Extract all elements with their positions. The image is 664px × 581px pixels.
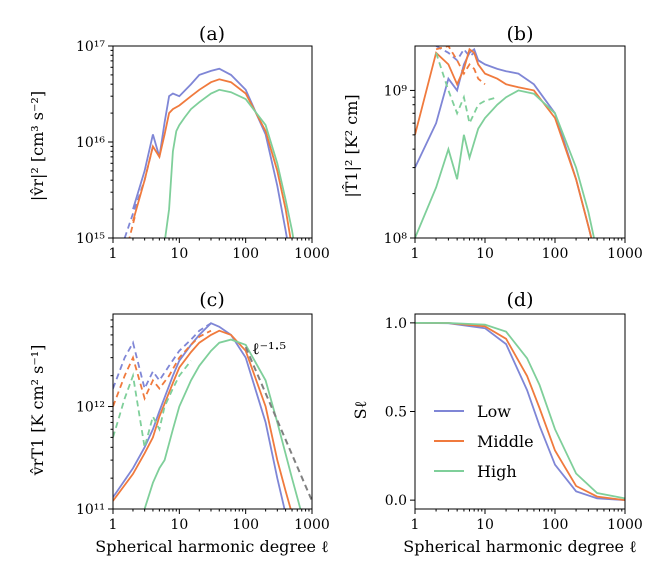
y-tick-label: 1.0	[385, 316, 407, 332]
panel-c-xlabel: Spherical harmonic degree ℓ	[95, 537, 329, 556]
x-tick-label: 1	[411, 517, 420, 533]
panel-c-title: (c)	[199, 289, 224, 311]
series-group	[415, 46, 595, 238]
y-tick-label: 10⁸	[384, 231, 408, 247]
series-high-dashed	[435, 52, 498, 126]
series-middle-solid	[113, 329, 292, 509]
panel-d-plot: 1 10 100 1000 0.0 0.5 1.0	[385, 313, 643, 533]
y-tick-label: 10⁹	[384, 83, 408, 99]
y-tick-label: 10¹⁶	[76, 135, 105, 151]
x-tick-label: 1	[109, 517, 118, 533]
x-tick-label: 1000	[294, 246, 330, 262]
x-tick-label: 1	[411, 246, 420, 262]
x-tick-label: 1000	[607, 517, 643, 533]
series-middle-solid	[132, 78, 292, 238]
series-low-solid	[415, 322, 625, 501]
y-tick-label: 10¹⁵	[76, 231, 105, 247]
panel-c-plot: 1 10 100 1000 10¹¹ 10¹²	[76, 313, 330, 533]
panel-c-ylabel: v̂rT1 [K cm² s⁻¹]	[28, 345, 47, 477]
x-tick-label: 10	[170, 246, 188, 262]
legend-low-label: Low	[477, 402, 511, 421]
y-tick-label: 10¹¹	[76, 502, 105, 518]
panel-d-ylabel: Sℓ	[351, 400, 370, 419]
panel-d-xlabel: Spherical harmonic degree ℓ	[403, 537, 637, 556]
x-tick-label: 10	[170, 517, 188, 533]
series-high-solid	[143, 338, 302, 509]
x-tick-label: 100	[232, 517, 259, 533]
series-group	[415, 321, 625, 501]
series--dashed-reference	[244, 346, 312, 502]
panel-a-title: (a)	[199, 23, 225, 45]
x-tick-label: 1000	[607, 246, 643, 262]
series-group	[123, 67, 295, 238]
x-tick-label: 100	[542, 517, 569, 533]
series-high-dashed	[113, 360, 192, 448]
x-tick-label: 100	[232, 246, 259, 262]
panel-b-plot: 1 10 100 1000 10⁸ 10⁹	[384, 45, 643, 262]
panel-b-title: (b)	[507, 23, 534, 45]
plot-frame	[414, 45, 626, 239]
panel-d-title: (d)	[507, 289, 534, 311]
legend-middle-label: Middle	[477, 432, 534, 451]
panel-b: (b) 1 10 100 1000 10⁸ 10⁹ |T̂1|² [K² cm]	[342, 23, 643, 262]
y-tick-label: 0.0	[385, 493, 407, 509]
panel-d-legend: Low Middle High	[434, 402, 534, 481]
series-low-dashed	[113, 322, 212, 392]
series-low-solid	[415, 47, 593, 238]
series-low-solid	[113, 322, 286, 509]
series-group	[113, 322, 312, 509]
panel-c-annotation: ℓ⁻¹·⁵	[252, 339, 286, 358]
legend-high-label: High	[477, 462, 517, 481]
x-tick-label: 1	[109, 246, 118, 262]
x-tick-label: 10	[476, 246, 494, 262]
panel-c: (c) 1 10 100 1000 10¹¹ 10¹² v̂rT1 [K cm² s⁻¹]…	[28, 289, 330, 556]
series-high-solid	[164, 88, 295, 238]
series-middle-dashed	[435, 46, 486, 85]
series-middle-dashed	[113, 329, 212, 407]
panel-b-ylabel: |T̂1|² [K² cm]	[342, 94, 361, 197]
panel-a-ylabel: |v̂r|² [cm³ s⁻²]	[28, 91, 47, 201]
y-tick-label: 10¹²	[76, 400, 105, 416]
series-high-solid	[415, 89, 595, 238]
series-low-dashed	[123, 146, 154, 238]
x-tick-label: 100	[542, 246, 569, 262]
series-low-solid	[132, 67, 288, 238]
series-middle-solid	[415, 47, 593, 238]
series-low-dashed	[435, 46, 486, 66]
panel-d: (d) 1 10 100 1000 0.0 0.5 1.0 Sℓ Spherical har…	[351, 289, 643, 556]
panel-a-plot: 1 10 100 1000 10¹⁵ 10¹⁶ 10¹⁷	[76, 39, 330, 262]
x-tick-label: 10	[476, 517, 494, 533]
panel-a: (a) 1 10 100 1000 10¹⁵ 10¹⁶ 10¹⁷ |v̂r|² [cm³ s…	[28, 23, 330, 262]
x-tick-label: 1000	[294, 517, 330, 533]
series-high-solid	[415, 321, 625, 500]
y-tick-label: 10¹⁷	[76, 39, 105, 55]
y-tick-label: 0.5	[385, 405, 407, 421]
